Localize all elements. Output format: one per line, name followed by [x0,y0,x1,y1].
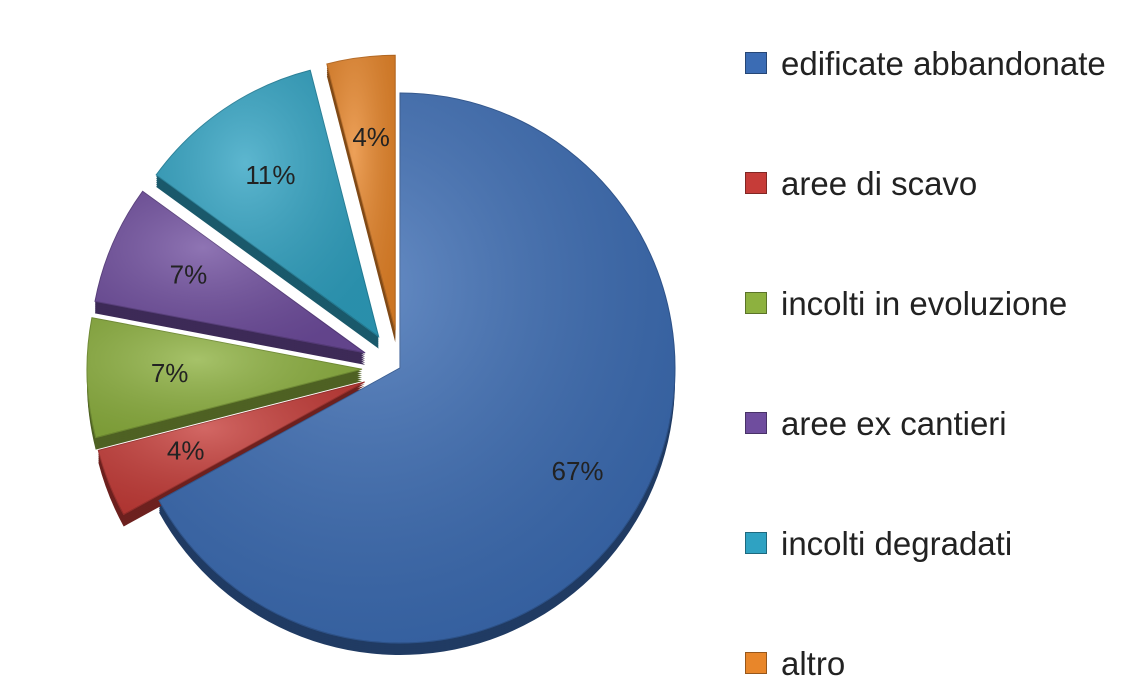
slice-shine [159,93,676,643]
data-label: 67% [552,456,604,486]
slice-shine [87,317,363,438]
data-label: 7% [170,259,208,289]
legend-swatch [745,52,767,74]
legend-swatch [745,172,767,194]
legend-label: incolti degradati [781,525,1013,562]
legend-item: aree di scavo [745,160,1120,207]
legend-label: aree ex cantieri [781,405,1007,442]
slice-shine [156,70,379,337]
legend-swatch [745,292,767,314]
chart: 67% 4% 7% 7% 11% 4% [86,54,676,655]
legend-swatch [745,652,767,674]
data-label: 11% [245,160,295,190]
legend-item: altro [745,640,1120,679]
slice-shine [98,381,365,515]
legend-label: altro [781,645,846,679]
legend-item: incolti degradati [745,520,1120,567]
legend-label: aree di scavo [781,165,978,202]
legend-swatch [745,532,767,554]
legend-item: aree ex cantieri [745,400,1120,447]
data-label: 4% [167,436,205,466]
legend-label: incolti in evoluzione [781,285,1068,322]
slice-shine [326,55,396,331]
data-label: 4% [352,122,390,152]
legend-item: edificate abbandonate [745,40,1120,87]
legend-label: edificate abbandonate [781,45,1106,82]
legend-swatch [745,412,767,434]
legend-item: incolti in evoluzione [745,280,1120,327]
slice-shine [94,191,366,353]
data-label: 7% [151,358,189,388]
